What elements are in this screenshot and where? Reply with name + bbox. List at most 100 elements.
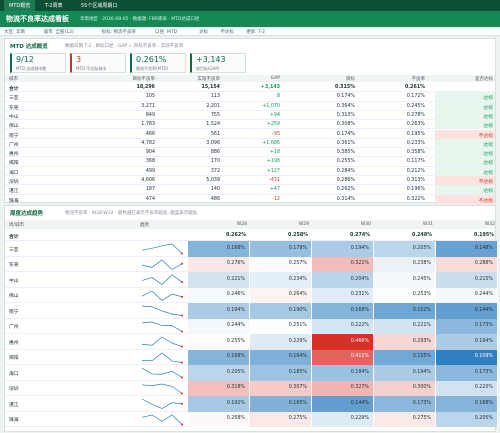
sparkline-end: [181, 376, 183, 379]
column-header: W28: [236, 222, 247, 227]
table-cell: 广州: [9, 325, 19, 331]
heat-cell: 0.221%: [374, 318, 436, 334]
heat-cell: 0.321%: [312, 256, 374, 272]
table-cell: +1,686: [262, 140, 280, 146]
table-cell: 达标: [435, 101, 495, 111]
heat-cell: 0.204%: [312, 272, 374, 288]
sparkline: [141, 305, 183, 317]
heat-cell: 0.262%: [226, 232, 246, 238]
table-cell: +47: [269, 187, 280, 193]
heat-cell: 0.238%: [374, 256, 436, 272]
sparkline-end: [181, 262, 183, 265]
table-cell: 达标: [435, 120, 495, 130]
sparkline-end: [181, 402, 183, 405]
nav-tab[interactable]: MTD概览: [4, 0, 36, 11]
table-cell: 海口: [9, 170, 19, 176]
heat-cell: 0.205%: [374, 241, 436, 257]
heat-cell: 0.253%: [374, 287, 436, 303]
table-cell: 合计: [9, 87, 19, 92]
column-header: GAP: [270, 76, 280, 81]
table-cell: 佛山: [9, 124, 19, 130]
heat-cell: 0.168%: [312, 303, 374, 319]
heat-cell: 0.155%: [374, 349, 436, 365]
table-row: 深圳 4,606 5,039 -431 0.286% 0.313% 不达标: [5, 176, 495, 186]
table-cell: 不达标: [435, 129, 495, 139]
sparkline: [141, 290, 183, 301]
table-cell: 南宁: [9, 309, 19, 315]
table-cell: 187: [145, 187, 155, 193]
heat-cell: 0.246%: [188, 287, 250, 303]
heat-cell: 0.205%: [436, 411, 498, 427]
kpi-label: MTD 不达标城市: [76, 66, 107, 71]
sparkline-end: [181, 345, 183, 348]
heat-cell: 0.190%: [250, 303, 312, 319]
table-cell: 达标: [435, 92, 495, 102]
table-cell: 486: [210, 196, 220, 202]
filter-chip: 达标: [199, 30, 209, 35]
table-cell: 0.385%: [336, 150, 355, 156]
sparkline: [141, 259, 183, 270]
table-cell: 466: [145, 131, 155, 137]
table-cell: 合计: [9, 234, 19, 240]
column-header: 目标: [346, 77, 355, 82]
table-cell: 0.196%: [406, 187, 425, 193]
column-header: 周/城市: [9, 223, 25, 228]
sparkline-line: [141, 274, 183, 285]
table-row: 东莞 3,271 2,201 +1,070 0.364% 0.245% 达标: [5, 101, 495, 111]
heat-cell: 0.327%: [312, 380, 374, 396]
heat-cell: 0.215%: [436, 272, 498, 288]
nav-tab[interactable]: T-2周表: [40, 0, 68, 11]
column-header: 目标不良单: [132, 77, 156, 82]
table-cell: 2,201: [206, 103, 220, 109]
heat-cell: 0.258%: [288, 232, 308, 238]
heat-cell: 0.229%: [250, 334, 312, 350]
heat-cell: 0.173%: [436, 365, 498, 381]
table-row: 深圳 0.318% 0.307% 0.327% 0.300% 0.220%: [5, 380, 498, 396]
table-cell: 0.117%: [406, 159, 425, 165]
table-cell: 5,039: [206, 178, 220, 183]
table-cell: 8: [276, 94, 280, 100]
table-cell: 0.233%: [406, 140, 425, 146]
table-cell: 755: [210, 112, 220, 118]
table-cell: 170: [210, 159, 220, 165]
nav-tab[interactable]: 55个区域周期口: [76, 0, 122, 11]
table-cell: 1,524: [206, 122, 220, 128]
heat-cell: 0.318%: [188, 380, 250, 396]
table-row: 海口 499 372 +127 0.284% 0.212% 达标: [5, 166, 495, 176]
table-cell: 揭阳: [9, 161, 19, 167]
filter-chip: 指标: 物流不良率: [101, 30, 137, 35]
heat-cell: 0.245%: [374, 272, 436, 288]
table-cell: 0.262%: [336, 187, 355, 193]
section-subtitle: 数据日期 T-2 · 目标口径 · GAP = 目标不良单 - 实际不良单: [65, 44, 184, 49]
table-cell: 0.245%: [406, 103, 425, 109]
heat-cell: 0.194%: [188, 303, 250, 319]
table-cell: 4,782: [141, 140, 155, 146]
sparkline: [141, 243, 183, 255]
meta: 华南地区 · 2026-08-05 · 数据源: FBR库表 · MTD达成口径: [80, 17, 200, 22]
table-cell: +1,070: [262, 103, 280, 109]
heat-cell: 0.195%: [474, 232, 494, 238]
table-cell: 湛江: [9, 402, 19, 408]
table-cell: 113: [210, 94, 220, 100]
kpi-value: 3: [76, 55, 82, 64]
sparkline-end: [181, 392, 183, 394]
heat-cell: 0.251%: [250, 318, 312, 334]
sparkline: [141, 414, 183, 425]
sparkline-line: [141, 398, 183, 409]
table-cell: 不达标: [435, 176, 495, 185]
sparkline: [141, 336, 183, 348]
sparkline: [141, 321, 183, 332]
heat-cell: 0.293%: [374, 334, 436, 350]
heat-cell: 0.300%: [374, 380, 436, 396]
sparkline: [141, 274, 183, 285]
sparkline-end: [181, 314, 183, 317]
heat-cell: 0.194%: [312, 241, 374, 257]
heat-cell: 0.168%: [188, 349, 250, 365]
kpi-label: 物流不良率(MTD): [136, 66, 169, 71]
sparkline-line: [141, 305, 183, 316]
heat-cell: 0.244%: [436, 287, 498, 303]
table-row: 揭阳 0.168% 0.164% 0.411% 0.155% 0.109%: [5, 349, 498, 365]
table-header: 周/城市 趋势 W28 W29 W30 W31 W32: [5, 220, 495, 229]
table-cell: 中山: [9, 278, 19, 284]
table-cell: 0.308%: [336, 122, 355, 128]
